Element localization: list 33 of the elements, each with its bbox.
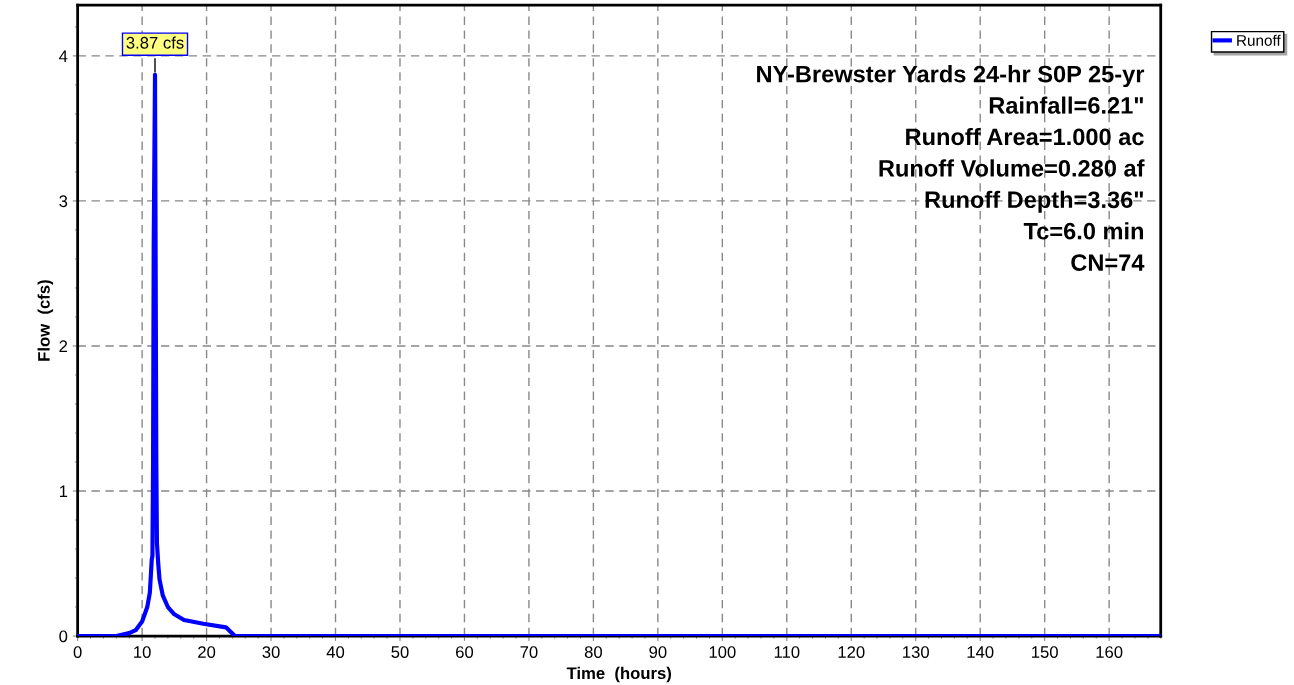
annotation: Runoff Volume=0.280 af (879, 159, 1145, 177)
annotation: 3.87 cfs (126, 36, 184, 49)
text: NY-Brewster Yards 24-hr S0P 25-yr (757, 65, 1145, 88)
x-tick-label: 60 (456, 646, 474, 658)
x-tick-label: 110 (774, 646, 800, 658)
x-tick-label: 30 (262, 646, 280, 658)
x-tick-label: 80 (584, 646, 603, 658)
x-axis-title: Time (hours) (566, 666, 671, 683)
annotation: Tc=6.0 min (1023, 222, 1144, 240)
x-tick-label: 140 (967, 646, 994, 658)
x-tick-label: 150 (1032, 646, 1058, 658)
annotation: Runoff Depth=3.36" (925, 190, 1143, 213)
y-tick-label: 1 (59, 485, 68, 498)
y-tick-label: 4 (59, 50, 68, 62)
x-tick-label: 90 (649, 646, 667, 658)
x-tick-label: 160 (1096, 646, 1123, 658)
legend-label: Runoff (1237, 34, 1281, 46)
x-tick-label: 100 (709, 646, 736, 658)
x-tick-label: 50 (391, 646, 409, 658)
x-tick-label: 20 (198, 646, 216, 658)
y-tick-label: 0 (59, 630, 68, 643)
y-tick-label: 2 (59, 340, 68, 352)
x-tick-label: 120 (838, 646, 865, 658)
annotation: CN=74 (1071, 254, 1145, 271)
annotation: Runoff Area=1.000 ac (906, 127, 1144, 146)
x-tick-label: 10 (134, 646, 151, 658)
x-tick-label: 40 (326, 646, 345, 658)
x-tick-label: 70 (520, 646, 538, 658)
y-axis-title: Flow (cfs) (37, 280, 54, 361)
y-tick-label: 3 (59, 195, 68, 208)
x-tick-label: 0 (73, 646, 82, 658)
x-tick-label: 130 (903, 646, 929, 658)
annotation: Rainfall=6.21" (989, 96, 1143, 114)
